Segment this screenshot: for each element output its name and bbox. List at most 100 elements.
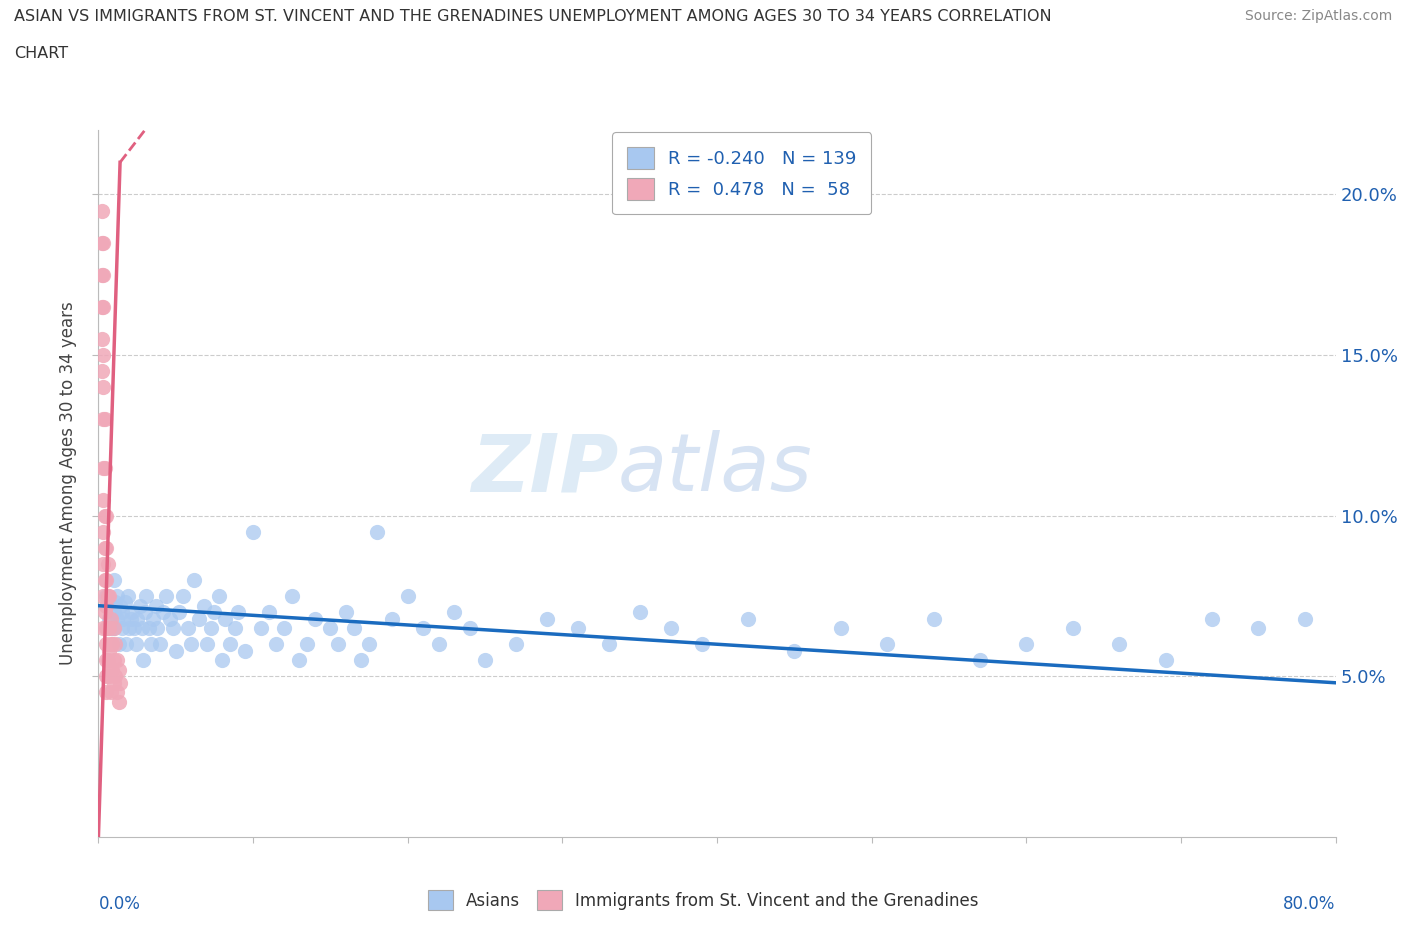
Point: [188, 611, 211, 626]
Legend: Asians, Immigrants from St. Vincent and the Grenadines: Asians, Immigrants from St. Vincent and …: [420, 884, 986, 917]
Y-axis label: Unemployment Among Ages 30 to 34 years: Unemployment Among Ages 30 to 34 years: [59, 301, 77, 666]
Point: [107, 637, 129, 652]
Point: [922, 611, 945, 626]
Point: [122, 620, 145, 635]
Text: 0.0%: 0.0%: [98, 895, 141, 913]
Point: [149, 637, 172, 652]
Point: [100, 611, 122, 626]
Point: [90, 267, 112, 282]
Point: [93, 540, 115, 555]
Point: [118, 620, 141, 635]
Point: [250, 620, 273, 635]
Point: [121, 604, 143, 619]
Point: [96, 573, 118, 588]
Point: [155, 589, 177, 604]
Point: [443, 604, 465, 619]
Point: [100, 685, 122, 700]
Point: [107, 662, 129, 677]
Point: [1062, 620, 1084, 635]
Point: [96, 589, 118, 604]
Point: [103, 620, 125, 635]
Point: [90, 235, 112, 250]
Point: [830, 620, 852, 635]
Point: [183, 573, 205, 588]
Point: [101, 620, 124, 635]
Point: [96, 685, 118, 700]
Point: [90, 364, 112, 379]
Point: [567, 620, 589, 635]
Point: [505, 637, 527, 652]
Point: [96, 540, 118, 555]
Text: CHART: CHART: [14, 46, 67, 61]
Point: [100, 662, 122, 677]
Point: [91, 348, 114, 363]
Point: [96, 637, 118, 652]
Point: [1247, 620, 1270, 635]
Point: [1108, 637, 1130, 652]
Point: [108, 598, 131, 613]
Point: [162, 620, 184, 635]
Point: [103, 675, 125, 690]
Point: [146, 620, 169, 635]
Point: [114, 595, 136, 610]
Point: [335, 604, 357, 619]
Point: [104, 595, 127, 610]
Point: [165, 644, 187, 658]
Point: [97, 589, 120, 604]
Point: [152, 604, 174, 619]
Point: [115, 637, 138, 652]
Point: [103, 573, 125, 588]
Point: [101, 637, 124, 652]
Point: [129, 598, 152, 613]
Point: [235, 644, 257, 658]
Point: [97, 556, 120, 571]
Point: [598, 637, 620, 652]
Point: [224, 620, 246, 635]
Point: [96, 509, 118, 524]
Point: [98, 620, 121, 635]
Point: [96, 669, 118, 684]
Point: [180, 637, 202, 652]
Point: [357, 637, 380, 652]
Point: [96, 653, 118, 668]
Point: [117, 589, 139, 604]
Point: [111, 604, 134, 619]
Point: [105, 611, 128, 626]
Point: [242, 525, 264, 539]
Point: [159, 611, 181, 626]
Point: [304, 611, 326, 626]
Point: [105, 685, 128, 700]
Point: [91, 299, 114, 314]
Point: [93, 412, 115, 427]
Point: [131, 620, 153, 635]
Point: [474, 653, 496, 668]
Point: [177, 620, 200, 635]
Point: [103, 604, 125, 619]
Point: [96, 620, 118, 635]
Point: [139, 637, 162, 652]
Point: [214, 611, 236, 626]
Point: [690, 637, 713, 652]
Point: [98, 611, 121, 626]
Point: [135, 589, 157, 604]
Point: [326, 637, 350, 652]
Text: 80.0%: 80.0%: [1284, 895, 1336, 913]
Point: [427, 637, 450, 652]
Point: [127, 611, 149, 626]
Text: ZIP: ZIP: [471, 431, 619, 509]
Point: [226, 604, 249, 619]
Point: [167, 604, 190, 619]
Point: [90, 332, 112, 347]
Point: [204, 604, 226, 619]
Point: [343, 620, 366, 635]
Point: [412, 620, 434, 635]
Point: [195, 637, 218, 652]
Point: [111, 620, 134, 635]
Point: [93, 604, 115, 619]
Point: [257, 604, 280, 619]
Point: [876, 637, 898, 652]
Point: [200, 620, 222, 635]
Point: [1201, 611, 1223, 626]
Point: [98, 644, 121, 658]
Point: [297, 637, 319, 652]
